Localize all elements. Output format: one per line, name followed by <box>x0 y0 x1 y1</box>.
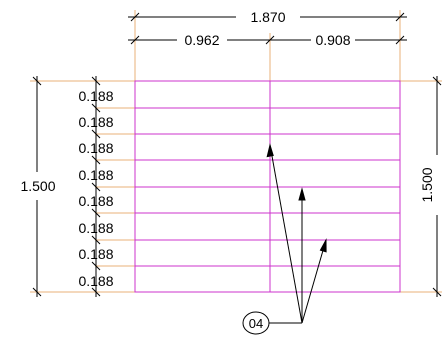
callout-tag: 04 <box>242 311 270 335</box>
tick-mark <box>265 35 275 45</box>
row-height-labels: 0.188 0.188 0.188 0.188 0.188 0.188 0.18… <box>78 88 113 289</box>
right-width-label: 0.908 <box>315 32 350 48</box>
panel-grid <box>134 80 401 293</box>
row-extension-lines <box>95 107 135 267</box>
dimension-lines <box>32 12 442 297</box>
arrowhead <box>266 143 274 158</box>
row-height-label: 0.188 <box>78 140 113 156</box>
overall-height-left-label: 1.500 <box>20 178 55 194</box>
row-height-label: 0.188 <box>78 114 113 130</box>
row-height-label: 0.188 <box>78 220 113 236</box>
tick-mark <box>395 12 405 22</box>
tick-mark <box>432 76 442 86</box>
callout-tag-label: 04 <box>249 316 263 331</box>
row-height-label: 0.188 <box>78 167 113 183</box>
tick-mark <box>130 35 140 45</box>
tick-mark <box>432 287 442 297</box>
callout-leader-right <box>301 239 327 324</box>
callout-tag-circle <box>242 311 270 335</box>
overall-height-right-label: 1.500 <box>419 167 435 202</box>
arrowhead <box>319 238 327 253</box>
tick-mark <box>32 76 42 86</box>
callout-leaders <box>266 143 327 324</box>
row-height-label: 0.188 <box>78 246 113 262</box>
tick-mark <box>130 12 140 22</box>
row-height-label: 0.188 <box>78 88 113 104</box>
left-width-label: 0.962 <box>184 32 219 48</box>
row-tick-marks <box>91 76 101 297</box>
row-height-label: 0.188 <box>78 193 113 209</box>
callout-leader-to-divider <box>269 144 303 324</box>
arrowhead <box>298 187 306 201</box>
overall-width-label: 1.870 <box>250 9 285 25</box>
tick-mark <box>32 287 42 297</box>
row-height-label: 0.188 <box>78 273 113 289</box>
tick-mark <box>395 35 405 45</box>
extension-lines <box>30 10 442 293</box>
